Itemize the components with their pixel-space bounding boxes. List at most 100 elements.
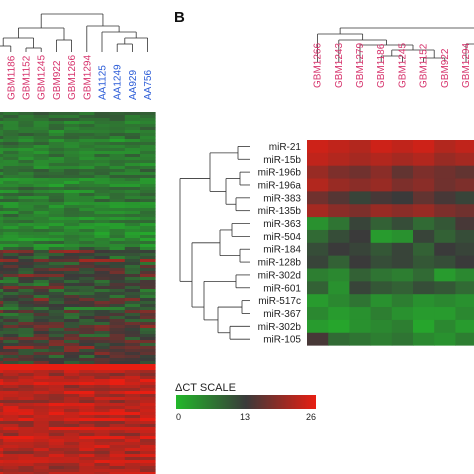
heatmap-cell: [18, 394, 34, 398]
heatmap-cell: [413, 307, 435, 321]
heatmap-cell: [0, 226, 4, 230]
heatmap-cell: [140, 424, 156, 428]
heatmap-cell: [48, 190, 65, 194]
heatmap-cell: [18, 445, 34, 449]
heatmap-cell: [64, 418, 80, 422]
heatmap-cell: [64, 358, 80, 362]
heatmap-cell: [48, 409, 65, 413]
heatmap-cell: [0, 295, 4, 299]
heatmap-cell: [94, 181, 110, 185]
heatmap-cell: [413, 165, 435, 180]
heatmap-cell: [140, 454, 156, 458]
heatmap-cell: [94, 253, 110, 257]
heatmap-cell: [79, 412, 95, 416]
heatmap-cell: [33, 397, 50, 401]
heatmap-cell: [140, 250, 156, 254]
heatmap-cell: [94, 205, 110, 209]
heatmap-cell: [3, 430, 19, 434]
heatmap-cell: [79, 184, 95, 188]
heatmap-cell: [109, 406, 126, 410]
heatmap-cell: [94, 316, 110, 320]
heatmap-cell: [79, 370, 95, 374]
sample-label: GBM1279: [355, 43, 366, 88]
heatmap-cell: [124, 319, 141, 323]
heatmap-cell: [94, 439, 110, 443]
heatmap-cell: [413, 191, 435, 205]
heatmap-cell: [18, 460, 34, 464]
heatmap-cell: [0, 421, 4, 425]
heatmap-cell: [33, 373, 50, 377]
heatmap-cell: [0, 118, 4, 122]
heatmap-cell: [33, 229, 50, 233]
heatmap-cell: [64, 301, 80, 305]
heatmap-cell: [109, 235, 126, 239]
heatmap-cell: [140, 355, 156, 359]
heatmap-cell: [33, 409, 50, 413]
heatmap-cell: [140, 160, 156, 164]
heatmap-cell: [140, 157, 156, 161]
heatmap-cell: [18, 325, 34, 329]
heatmap-cell: [33, 220, 50, 224]
heatmap-cell: [94, 352, 110, 356]
heatmap-cell: [140, 325, 156, 329]
heatmap-cell: [109, 172, 126, 176]
heatmap-cell: [3, 415, 19, 419]
heatmap-cell: [33, 352, 50, 356]
heatmap-cell: [140, 172, 156, 176]
heatmap-cell: [0, 361, 4, 365]
heatmap-cell: [64, 424, 80, 428]
heatmap-cell: [3, 271, 19, 275]
heatmap-cell: [18, 277, 34, 281]
heatmap-cell: [79, 130, 95, 134]
heatmap-cell: [94, 247, 110, 251]
heatmap-cell: [328, 204, 350, 218]
heatmap-cell: [3, 337, 19, 341]
heatmap-cell: [109, 361, 126, 365]
heatmap-cell: [64, 166, 80, 170]
heatmap-cell: [0, 271, 4, 275]
heatmap-cell: [33, 142, 50, 146]
heatmap-cell: [109, 391, 126, 395]
heatmap-cell: [94, 472, 110, 474]
heatmap-cell: [124, 190, 141, 194]
heatmap-cell: [18, 280, 34, 284]
heatmap-cell: [33, 469, 50, 473]
heatmap-cell: [124, 391, 141, 395]
heatmap-cell: [455, 332, 474, 346]
heatmap-cell: [64, 271, 80, 275]
heatmap-cell: [109, 334, 126, 338]
heatmap-cell: [3, 208, 19, 212]
heatmap-cell: [79, 433, 95, 437]
heatmap-cell: [94, 355, 110, 359]
heatmap-cell: [109, 283, 126, 287]
heatmap-cell: [18, 373, 34, 377]
heatmap-cell: [109, 253, 126, 257]
heatmap-cell: [33, 244, 50, 248]
heatmap-cell: [94, 163, 110, 167]
heatmap-cell: [3, 172, 19, 176]
heatmap-cell: [33, 313, 50, 317]
heatmap-cell: [0, 181, 4, 185]
heatmap-cell: [79, 427, 95, 431]
heatmap-cell: [64, 127, 80, 131]
heatmap-cell: [48, 199, 65, 203]
heatmap-cell: [124, 295, 141, 299]
heatmap-cell: [3, 421, 19, 425]
heatmap-cell: [0, 148, 4, 152]
heatmap-cell: [109, 319, 126, 323]
heatmap-cell: [64, 172, 80, 176]
heatmap-cell: [124, 337, 141, 341]
heatmap-cell: [3, 232, 19, 236]
heatmap-cell: [455, 307, 474, 321]
heatmap-cell: [124, 406, 141, 410]
heatmap-cell: [33, 163, 50, 167]
heatmap-cell: [33, 154, 50, 158]
heatmap-cell: [18, 142, 34, 146]
heatmap-cell: [18, 298, 34, 302]
heatmap-cell: [109, 223, 126, 227]
heatmap-cell: [48, 388, 65, 392]
heatmap-cell: [124, 247, 141, 251]
heatmap-cell: [3, 373, 19, 377]
heatmap-cell: [79, 367, 95, 371]
heatmap-cell: [124, 325, 141, 329]
